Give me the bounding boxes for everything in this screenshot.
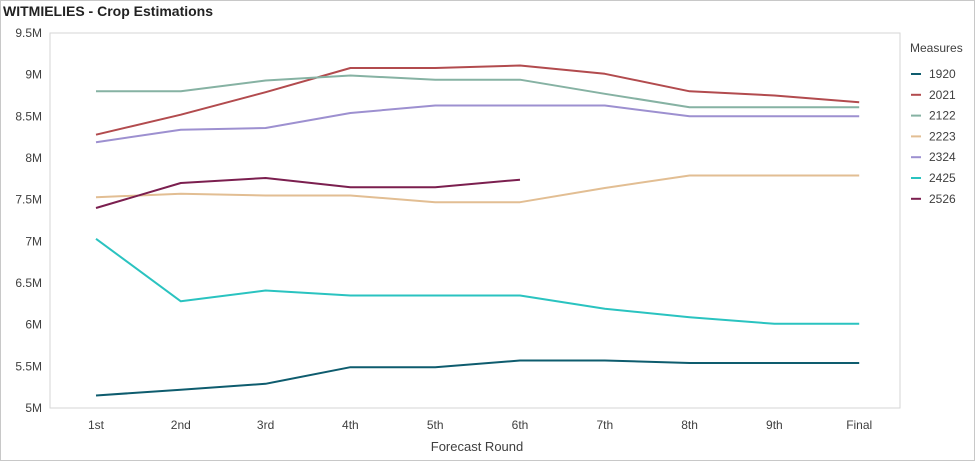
x-tick-label: 6th bbox=[512, 418, 529, 432]
legend-label-2425[interactable]: 2425 bbox=[929, 171, 956, 185]
legend[interactable]: Measures 1920 2021 2122 2223 2324 2425 2526 bbox=[910, 41, 963, 206]
series-line-2021 bbox=[95, 64, 860, 136]
series-line-2223 bbox=[95, 174, 860, 204]
x-tick-label: 3rd bbox=[257, 418, 274, 432]
series-line-2324 bbox=[95, 104, 860, 144]
x-tick-label: 4th bbox=[342, 418, 359, 432]
plot-border bbox=[49, 32, 901, 409]
plot-area bbox=[49, 32, 901, 409]
y-tick-label: 9.5M bbox=[15, 26, 42, 40]
y-tick-label: 8.5M bbox=[15, 109, 42, 123]
x-axis-title: Forecast Round bbox=[431, 439, 524, 454]
y-tick-label: 5.5M bbox=[15, 359, 42, 373]
y-tick-label: 7.5M bbox=[15, 193, 42, 207]
chart-title: WITMIELIES - Crop Estimations bbox=[3, 3, 214, 19]
legend-label-2122[interactable]: 2122 bbox=[929, 109, 956, 123]
y-tick-label: 7M bbox=[25, 234, 42, 248]
x-tick-label: Final bbox=[846, 418, 872, 432]
x-tick-label: 5th bbox=[427, 418, 444, 432]
series-line-2425 bbox=[95, 237, 860, 325]
series-line-1920 bbox=[95, 359, 860, 397]
series-line-2526 bbox=[95, 177, 521, 209]
y-tick-label: 5M bbox=[25, 401, 42, 415]
y-tick-label: 6.5M bbox=[15, 276, 42, 290]
x-tick-label: 8th bbox=[681, 418, 698, 432]
x-tick-label: 9th bbox=[766, 418, 783, 432]
legend-label-2223[interactable]: 2223 bbox=[929, 129, 956, 143]
legend-label-2021[interactable]: 2021 bbox=[929, 88, 956, 102]
legend-title: Measures bbox=[910, 41, 963, 55]
legend-label-2324[interactable]: 2324 bbox=[929, 150, 956, 164]
x-tick-label: 2nd bbox=[171, 418, 191, 432]
x-axis: 1st 2nd 3rd 4th 5th 6th 7th 8th 9th Final bbox=[88, 418, 872, 432]
y-tick-label: 9M bbox=[25, 68, 42, 82]
series-line-2122 bbox=[96, 74, 860, 109]
series-layer bbox=[95, 64, 860, 397]
x-tick-label: 1st bbox=[88, 418, 105, 432]
y-tick-label: 6M bbox=[25, 318, 42, 332]
legend-label-1920[interactable]: 1920 bbox=[929, 67, 956, 81]
x-tick-label: 7th bbox=[596, 418, 613, 432]
legend-label-2526[interactable]: 2526 bbox=[929, 192, 956, 206]
y-tick-label: 8M bbox=[25, 151, 42, 165]
y-axis: 5M 5.5M 6M 6.5M 7M 7.5M 8M 8.5M 9M 9.5M bbox=[15, 26, 42, 415]
